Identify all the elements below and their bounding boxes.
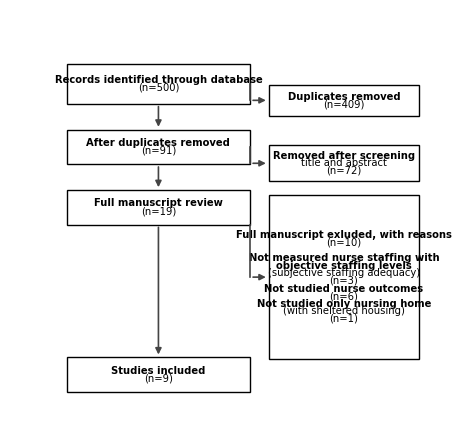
FancyBboxPatch shape	[269, 195, 419, 359]
Text: Not measured nurse staffing with: Not measured nurse staffing with	[249, 253, 439, 263]
Text: (n=409): (n=409)	[323, 99, 365, 109]
Text: (n=500): (n=500)	[138, 83, 179, 93]
Text: Duplicates removed: Duplicates removed	[288, 91, 400, 102]
Text: objective staffing levels: objective staffing levels	[276, 261, 412, 271]
Text: (n=1): (n=1)	[329, 314, 358, 324]
Text: Not studied only nursing home: Not studied only nursing home	[257, 299, 431, 309]
Text: (n=91): (n=91)	[141, 146, 176, 156]
Text: (n=72): (n=72)	[326, 166, 362, 176]
Text: Full manuscript exluded, with reasons: Full manuscript exluded, with reasons	[236, 230, 452, 241]
FancyBboxPatch shape	[66, 64, 250, 104]
Text: Records identified through database: Records identified through database	[55, 75, 262, 85]
Text: (n=6): (n=6)	[329, 291, 358, 301]
Text: (n=9): (n=9)	[144, 373, 173, 383]
FancyBboxPatch shape	[66, 129, 250, 164]
Text: After duplicates removed: After duplicates removed	[86, 138, 230, 148]
Text: Full manuscript review: Full manuscript review	[94, 198, 223, 208]
Text: title and abstract: title and abstract	[301, 158, 387, 168]
Text: (with sheltered housing): (with sheltered housing)	[283, 306, 405, 316]
Text: (subjective staffing adequacy): (subjective staffing adequacy)	[268, 268, 420, 278]
Text: (n=3): (n=3)	[329, 276, 358, 286]
FancyBboxPatch shape	[269, 145, 419, 181]
FancyBboxPatch shape	[66, 190, 250, 224]
Text: (n=10): (n=10)	[327, 238, 362, 248]
Text: Studies included: Studies included	[111, 366, 206, 376]
Text: Not studied nurse outcomes: Not studied nurse outcomes	[264, 284, 423, 293]
FancyBboxPatch shape	[66, 358, 250, 392]
Text: (n=19): (n=19)	[141, 206, 176, 216]
Text: Removed after screening: Removed after screening	[273, 151, 415, 161]
FancyBboxPatch shape	[269, 85, 419, 116]
